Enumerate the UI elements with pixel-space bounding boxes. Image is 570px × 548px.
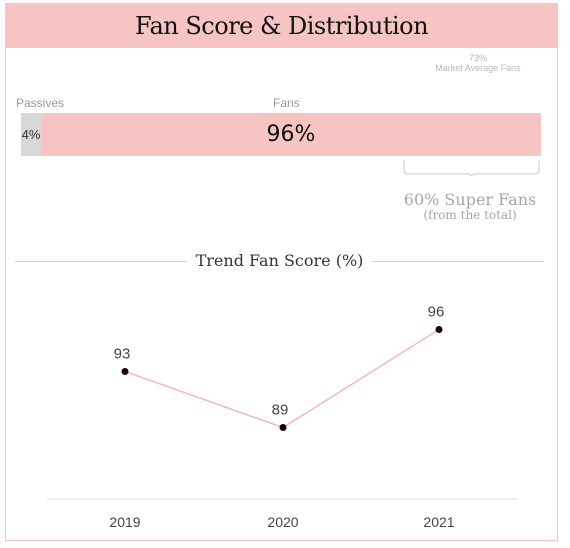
- page-title: Fan Score & Distribution: [134, 11, 429, 40]
- fans-value: 96%: [266, 122, 316, 147]
- super-fans-note: (from the total): [423, 208, 517, 222]
- data-label-2021: 96: [428, 304, 445, 321]
- super-fans-bracket: [403, 160, 540, 176]
- fans-bar: [41, 113, 541, 156]
- x-tick-2020: 2020: [267, 514, 298, 530]
- x-tick-2021: 2021: [423, 514, 454, 530]
- super-fans-value: 60% Super Fans: [403, 190, 537, 209]
- fans-label: Fans: [273, 96, 300, 110]
- data-label-2019: 93: [114, 346, 131, 363]
- data-point-2019[interactable]: [121, 368, 129, 375]
- x-tick-2019: 2019: [109, 514, 140, 530]
- divider-left: [15, 261, 187, 262]
- header-bar: Fan Score & Distribution: [5, 3, 558, 48]
- market-average: 73% Market Average Fans: [420, 53, 536, 73]
- data-point-2021[interactable]: [435, 326, 443, 333]
- passives-value: 4%: [21, 127, 41, 142]
- trend-title: Trend Fan Score (%): [195, 251, 364, 270]
- market-average-value: 73%: [468, 53, 487, 63]
- market-average-label: Market Average Fans: [435, 63, 521, 73]
- divider-right: [372, 261, 544, 262]
- super-fans: 60% Super Fans (from the total): [390, 190, 550, 222]
- passives-bar: [21, 113, 41, 156]
- data-point-2020[interactable]: [279, 424, 287, 431]
- passives-label: Passives: [16, 96, 65, 110]
- data-label-2020: 89: [272, 402, 289, 419]
